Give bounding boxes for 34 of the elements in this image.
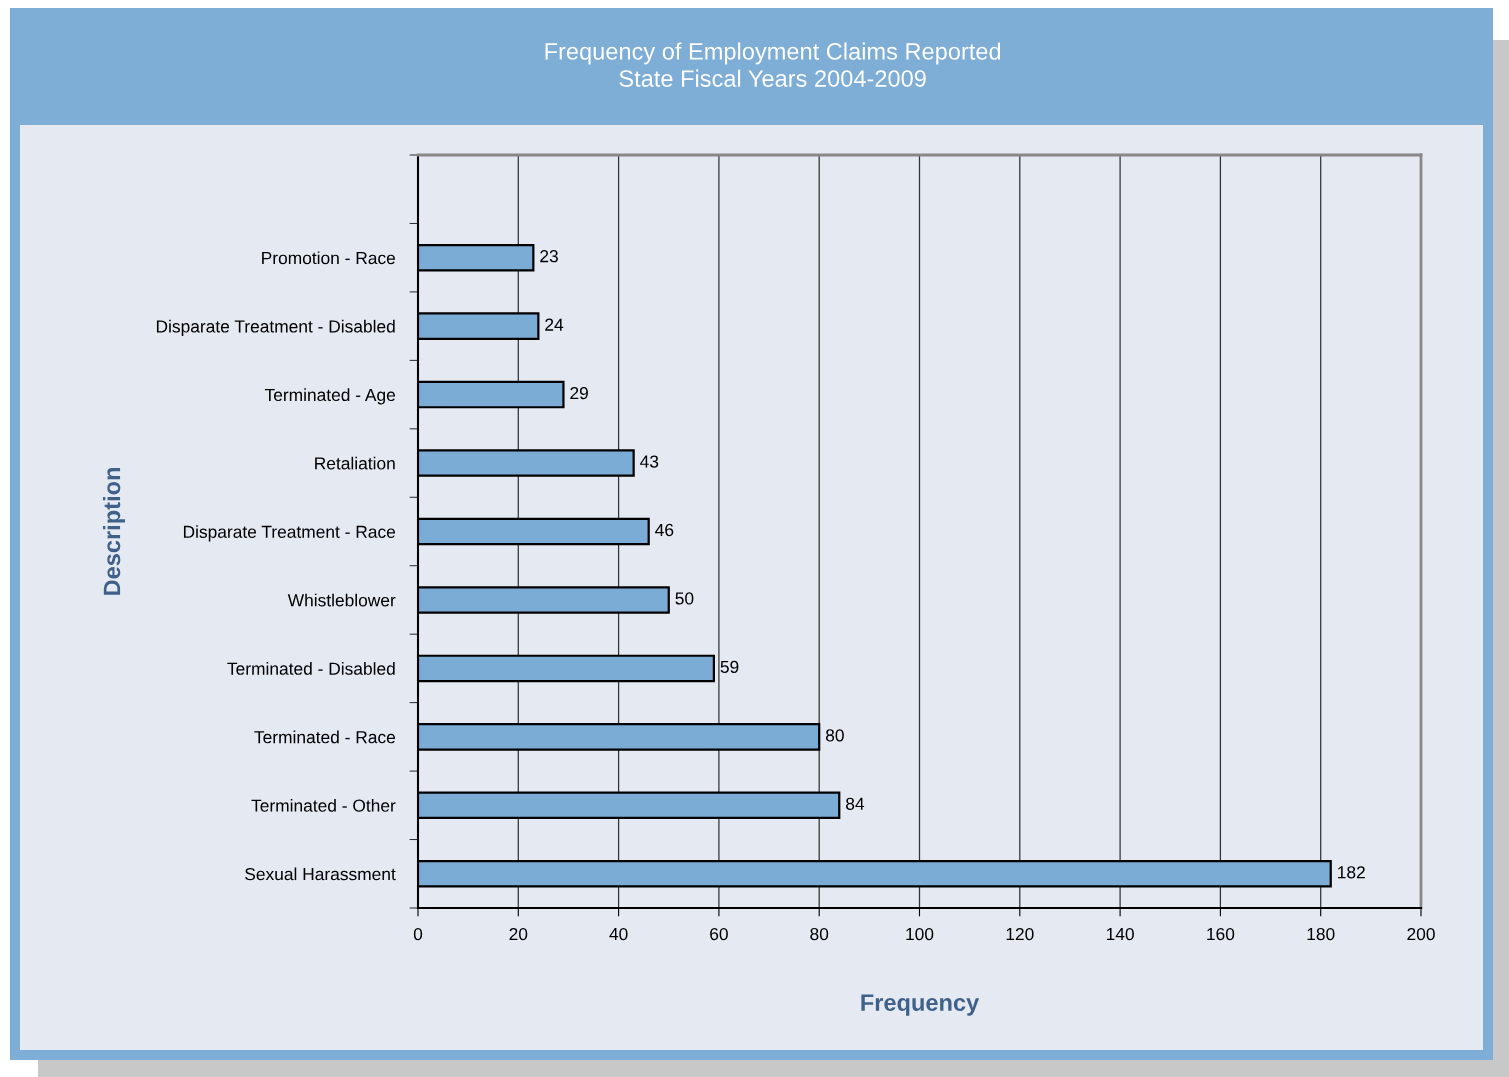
y-tick-label: Promotion - Race — [262, 251, 396, 265]
data-label: 182 — [1338, 866, 1365, 879]
x-tick-label: 0 — [413, 927, 423, 941]
x-axis-title: Frequency — [861, 994, 980, 1016]
y-tick-label: Disparate Treatment - Disabled — [156, 319, 395, 337]
data-label: 29 — [570, 386, 588, 400]
y-tick-label: Terminated - Race — [254, 730, 396, 744]
x-tick-label: 80 — [810, 927, 829, 941]
x-tick-label: 60 — [710, 927, 728, 941]
y-tick-label: Sexual Harassment — [245, 867, 396, 881]
x-tick-label: 180 — [1307, 927, 1335, 941]
chart-title: Frequency of Employment Claims Reported State Fiscal Years 2004-2009 — [545, 42, 1001, 87]
x-tick-label: 120 — [1006, 927, 1034, 941]
data-label: 80 — [825, 729, 844, 742]
y-tick-label: Terminated - Disabled — [227, 662, 395, 675]
y-tick-label: Disparate Treatment - Race — [183, 525, 396, 542]
x-tick-label: 40 — [609, 927, 628, 941]
data-label: 50 — [675, 592, 694, 605]
x-tick-label: 100 — [906, 927, 934, 941]
data-label: 43 — [640, 455, 659, 468]
data-label: 24 — [545, 318, 564, 331]
data-label: 59 — [720, 660, 739, 674]
x-tick-label: 140 — [1106, 927, 1134, 941]
y-tick-label: Retaliation — [315, 456, 395, 470]
data-label: 23 — [540, 250, 558, 263]
y-tick-label: Whistleblower — [287, 593, 396, 607]
x-tick-label: 200 — [1407, 927, 1435, 941]
y-tick-label: Terminated - Other — [251, 799, 396, 812]
data-label: 46 — [655, 523, 674, 537]
y-tick-label: Terminated - Age — [264, 388, 396, 405]
data-label: 84 — [846, 797, 865, 810]
y-axis-title: Description — [102, 468, 125, 595]
x-tick-label: 20 — [509, 927, 528, 941]
x-tick-label: 160 — [1207, 927, 1235, 941]
